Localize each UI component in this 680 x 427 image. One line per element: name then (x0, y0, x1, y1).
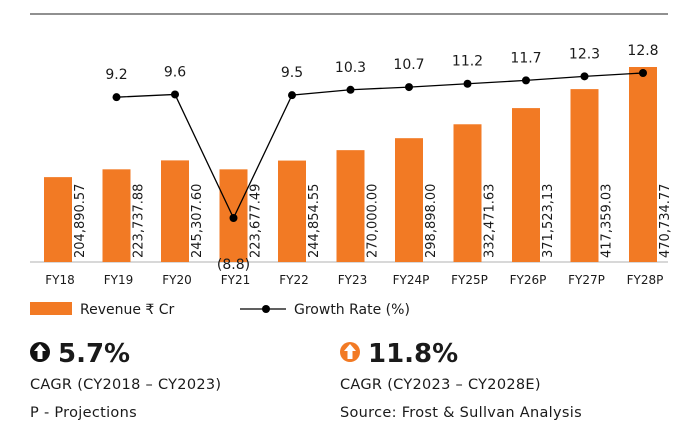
bar (395, 138, 423, 262)
highlight-caption: CAGR (CY2023 – CY2028E) (340, 377, 541, 393)
bar (161, 160, 189, 262)
highlight-caption: CAGR (CY2018 – CY2023) (30, 377, 221, 393)
growth-label: 10.7 (393, 57, 424, 73)
bar-value-label: 470,734.77 (658, 184, 673, 258)
growth-point (405, 83, 413, 92)
bar-value-label: 298,898.00 (424, 184, 439, 258)
arrow-glyph (34, 344, 46, 359)
bar (453, 124, 482, 262)
growth-point (288, 91, 296, 100)
bar-value-label: 332,471.63 (483, 184, 498, 258)
growth-label: 12.3 (569, 46, 600, 62)
bar-value-label: 244,854.55 (307, 184, 322, 258)
growth-label: 10.3 (335, 60, 366, 76)
highlight-value: 5.7% (58, 339, 130, 369)
growth-label: (8.8) (217, 257, 250, 273)
bar (336, 150, 365, 262)
x-tick-label: FY18 (45, 273, 75, 287)
growth-point (171, 90, 179, 99)
bar (44, 177, 72, 262)
legend-label: Growth Rate (%) (294, 302, 410, 318)
x-tick-label: FY25P (451, 273, 488, 287)
x-tick-label: FY22 (279, 273, 309, 287)
x-tick-label: FY27P (568, 273, 605, 287)
bar-value-label: 371,523,13 (541, 184, 556, 258)
highlight-value: 11.8% (368, 339, 458, 369)
bar-value-label: 223,677.49 (249, 184, 264, 258)
growth-point (463, 79, 472, 88)
bar-value-label: 223,737.88 (132, 184, 147, 258)
bar (570, 89, 599, 262)
x-tick-label: FY26P (510, 273, 547, 287)
growth-line (116, 72, 644, 220)
growth-label: 12.8 (627, 43, 658, 59)
bar (512, 108, 540, 262)
growth-label: 9.2 (105, 67, 127, 83)
x-tick-label: FY24P (393, 273, 430, 287)
legend-dot (262, 305, 270, 313)
x-tick-label: FY19 (104, 273, 134, 287)
growth-point (346, 85, 355, 94)
bar-value-label: 270,000.00 (366, 184, 381, 258)
bar-value-label: 245,307.60 (190, 184, 205, 258)
growth-point (112, 93, 121, 102)
growth-label: 9.5 (281, 65, 303, 81)
x-tick-label: FY23 (338, 273, 368, 287)
bar-value-label: 417,359.03 (600, 184, 615, 258)
growth-point (229, 214, 238, 222)
growth-label: 11.7 (510, 50, 541, 66)
growth-label: 11.2 (452, 54, 483, 70)
bar (278, 160, 306, 262)
growth-point (522, 76, 530, 85)
growth-point (580, 72, 589, 81)
x-tick-label: FY20 (162, 273, 192, 287)
arrow-glyph (344, 344, 356, 359)
growth-label: 9.6 (164, 64, 186, 80)
highlight-note: P - Projections (30, 405, 137, 421)
legend-label: Revenue ₹ Cr (80, 302, 175, 318)
highlight-note: Source: Frost & Sullvan Analysis (340, 405, 582, 421)
bar-value-label: 204,890.57 (73, 184, 88, 258)
x-tick-label: FY28P (627, 273, 664, 287)
bar (102, 169, 131, 262)
growth-point (639, 69, 647, 77)
x-tick-label: FY21 (221, 273, 251, 287)
bar (629, 67, 657, 262)
legend-swatch (30, 302, 72, 315)
